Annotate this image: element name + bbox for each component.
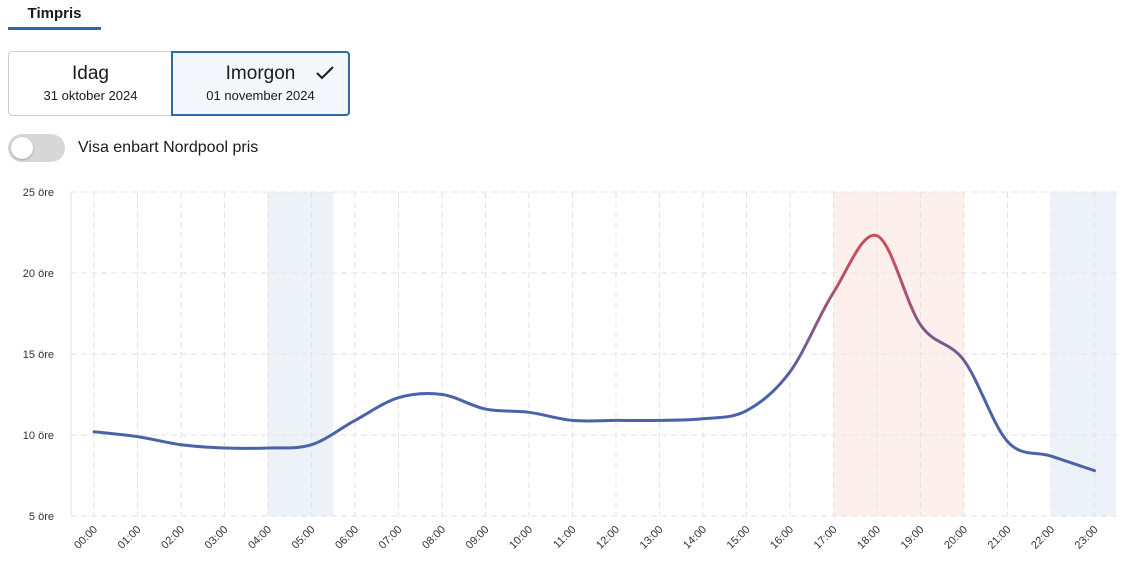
- nordpool-toggle-row: Visa enbart Nordpool pris: [8, 133, 258, 163]
- x-tick-label: 11:00: [551, 524, 578, 551]
- toggle-knob: [11, 137, 33, 159]
- x-tick-label: 15:00: [725, 524, 753, 552]
- x-tick-label: 23:00: [1073, 524, 1101, 552]
- x-tick-label: 12:00: [594, 524, 622, 552]
- x-tick-label: 07:00: [377, 524, 405, 552]
- x-tick-label: 16:00: [768, 524, 796, 552]
- day-card-tomorrow[interactable]: Imorgon 01 november 2024: [171, 51, 350, 116]
- day-date-today: 31 oktober 2024: [43, 88, 138, 103]
- x-tick-label: 14:00: [681, 524, 709, 552]
- price-line: [92, 233, 1096, 473]
- x-tick-label: 21:00: [986, 524, 1014, 552]
- x-tick-label: 08:00: [420, 524, 448, 552]
- x-tick-label: 04:00: [246, 524, 274, 552]
- x-tick-label: 22:00: [1029, 524, 1057, 552]
- x-tick-label: 13:00: [638, 524, 666, 552]
- y-tick-label: 20 öre: [23, 268, 54, 280]
- day-name-today: Idag: [72, 63, 109, 84]
- x-tick-label: 05:00: [290, 524, 318, 552]
- y-tick-label: 10 öre: [23, 430, 54, 442]
- x-tick-label: 18:00: [855, 524, 883, 552]
- nordpool-toggle[interactable]: [8, 134, 65, 162]
- x-tick-label: 03:00: [203, 524, 231, 552]
- day-card-today[interactable]: Idag 31 oktober 2024: [8, 51, 172, 116]
- y-tick-label: 15 öre: [23, 349, 54, 361]
- x-tick-label: 19:00: [899, 524, 927, 552]
- x-tick-label: 00:00: [72, 524, 100, 552]
- y-tick-label: 5 öre: [29, 511, 54, 523]
- nordpool-toggle-label: Visa enbart Nordpool pris: [78, 139, 259, 156]
- x-tick-label: 01:00: [116, 524, 144, 552]
- y-tick-label: 25 öre: [23, 187, 54, 199]
- x-tick-label: 02:00: [159, 524, 187, 552]
- x-tick-label: 10:00: [507, 524, 535, 552]
- check-icon: [316, 66, 334, 80]
- x-tick-label: 17:00: [812, 524, 840, 552]
- day-name-tomorrow: Imorgon: [225, 63, 296, 84]
- tab-timpris[interactable]: Timpris: [8, 0, 101, 30]
- day-date-tomorrow: 01 november 2024: [206, 88, 315, 103]
- x-tick-label: 09:00: [464, 524, 492, 552]
- x-tick-label: 06:00: [333, 524, 361, 552]
- price-chart: 5 öre 10 öre 15 öre 20 öre 25 öre 00:00 01:00 0…: [23, 187, 1117, 552]
- x-tick-label: 20:00: [942, 524, 970, 552]
